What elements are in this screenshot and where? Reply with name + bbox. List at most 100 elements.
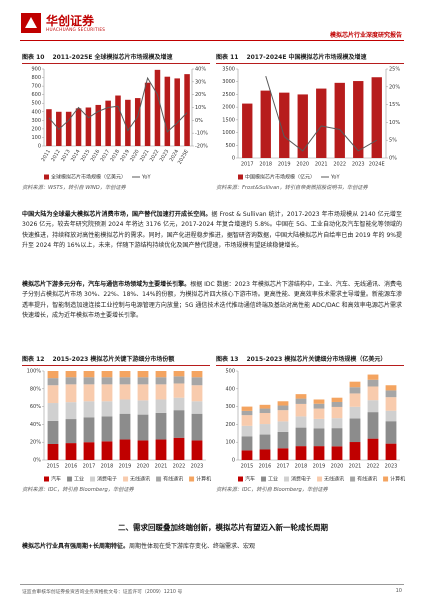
bar-segment	[295, 446, 307, 460]
footer-rule	[20, 584, 404, 585]
legend-label: 消费电子	[97, 476, 117, 483]
x-tick-label: 2018	[101, 464, 114, 470]
bar	[65, 111, 72, 146]
legend-label: 有线通讯	[163, 476, 183, 483]
paragraph-text: 据 Frost & Sullivan 统计，2017-2023 年市场规模从 2…	[22, 211, 402, 250]
chart: 0 500 1000 1500 2000 2500 3000 3500 0% 5% 10% 15% 20…	[222, 67, 400, 181]
bar	[115, 95, 121, 146]
figure-title: 图表 11 2017-2024E 中国模拟芯片市场规模及增速	[216, 52, 404, 64]
bar-segment	[241, 450, 253, 460]
bar-segment	[385, 410, 397, 422]
page-number: 10	[395, 588, 402, 594]
paragraph: 模拟芯片下游多元分布，汽车与通信市场领域为主要增长引擎。根据 IDC 数据：20…	[22, 280, 402, 322]
legend-label: 计算机	[390, 476, 405, 483]
bar-segment	[295, 394, 307, 399]
bar-segment	[241, 425, 253, 437]
figure-source: 资料来源：IDC，转引自 Bloomberg，华创证券	[216, 487, 328, 493]
x-tick-label: 2013	[60, 149, 72, 163]
tick-label: 80%	[30, 386, 41, 392]
bar-segment	[65, 402, 77, 420]
legend-swatch	[90, 476, 96, 482]
bar-segment	[367, 400, 379, 413]
bar-segment	[83, 442, 95, 460]
bar	[144, 82, 151, 146]
tick-label: 0	[232, 458, 235, 464]
x-tick-label: 2020	[331, 464, 344, 470]
x-tick-label: 2023	[352, 162, 365, 168]
bar-segment	[119, 377, 131, 385]
x-tick-label: 2024E	[369, 162, 385, 168]
bar	[353, 81, 364, 158]
bar-segment	[313, 399, 325, 404]
bar-segment	[313, 408, 325, 419]
tick-label: 10%	[389, 120, 400, 126]
bar-segment	[83, 417, 95, 443]
chart: 0 100 200 300 400 500 600 700 800 900 -20% -10% 0% 10…	[31, 67, 208, 181]
bar-segment	[173, 371, 185, 377]
tick-label: 60%	[30, 404, 41, 410]
figure-label: 图表 11	[216, 54, 239, 61]
legend-label: 有线通讯	[357, 476, 377, 483]
tick-label: 0%	[389, 156, 397, 162]
bar-segment	[47, 371, 59, 379]
logo-text: 华创证券	[46, 14, 95, 28]
x-tick-label: 2018	[295, 464, 308, 470]
figure-source: 资料来源：Frost&Sullivan，转引自帝奥微招股说明书，华创证券	[216, 185, 368, 191]
bar-segment	[277, 401, 289, 406]
legend-swatch	[44, 476, 49, 482]
figure-title: 图表 12 2015-2023 模拟芯片关键下游细分市场份额	[22, 354, 210, 366]
bar-segment	[65, 443, 77, 460]
bar-segment	[101, 401, 113, 417]
legend-swatch	[123, 476, 129, 482]
bar	[279, 92, 290, 158]
bar-segment	[119, 413, 131, 440]
bar-segment	[173, 397, 185, 411]
logo-icon	[21, 13, 41, 33]
x-tick-label: 2023	[191, 464, 204, 470]
legend-swatch	[238, 476, 243, 482]
tick-label: 100%	[27, 369, 42, 375]
figure-caption: 2015-2023 模拟芯片关键下游细分市场份额	[52, 356, 175, 363]
legend-label: 消费电子	[291, 476, 311, 483]
bar-segment	[241, 436, 253, 451]
x-tick-label: 2015	[80, 149, 92, 163]
bar-segment	[349, 393, 361, 407]
legend-label: YoY	[141, 175, 151, 181]
logo-en: HUACHUANG SECURITIES	[46, 27, 106, 32]
bar-segment	[155, 377, 167, 385]
x-tick-label: 2018	[109, 149, 121, 163]
bar-segment	[83, 401, 95, 418]
bar-segment	[173, 437, 185, 460]
legend-label: 计算机	[196, 476, 211, 483]
bar-segment	[241, 415, 253, 426]
bar-segment	[65, 419, 77, 444]
x-tick-label: 2024	[169, 149, 181, 163]
bar-segment	[137, 414, 149, 441]
bar	[260, 90, 271, 158]
bar-segment	[155, 384, 167, 400]
bar-segment	[65, 377, 77, 385]
bar-segment	[349, 442, 361, 460]
chart: 0 100 200 300 400 500 2015 2016 2017 2018 2019 2020…	[225, 369, 405, 483]
paragraph: 模拟芯片行业具有强周期+长周期特征。周期性体现在受下游库存变化、终端需求、宏观	[22, 542, 402, 552]
bar	[95, 104, 102, 146]
paragraph-text: 周期性体现在受下游库存变化、终端需求、宏观	[129, 543, 256, 550]
bar-segment	[385, 397, 397, 411]
bar	[125, 99, 131, 146]
bar-segment	[259, 404, 271, 409]
paragraph-text: 根据 IDC 数据：2023 年模拟芯片下游结构中，工业、汽车、无线通讯、消费电…	[22, 281, 402, 320]
figure-title: 图表 10 2011-2025E 全球模拟芯片市场规模及增速	[22, 52, 210, 64]
tick-label: 800	[31, 75, 41, 81]
x-tick-label: 2011	[40, 149, 52, 163]
bar-segment	[119, 399, 131, 414]
report-name: 模拟芯片行业深度研究报告	[329, 32, 402, 39]
bar	[242, 103, 253, 158]
tick-label: 600	[31, 92, 41, 98]
bar	[164, 76, 171, 146]
x-tick-label: 2015	[47, 464, 60, 470]
bar-segment	[155, 399, 167, 413]
legend-label: 汽车	[245, 476, 255, 483]
bar-segment	[137, 400, 149, 415]
bar-segment	[331, 401, 343, 407]
bar-segment	[101, 416, 113, 442]
